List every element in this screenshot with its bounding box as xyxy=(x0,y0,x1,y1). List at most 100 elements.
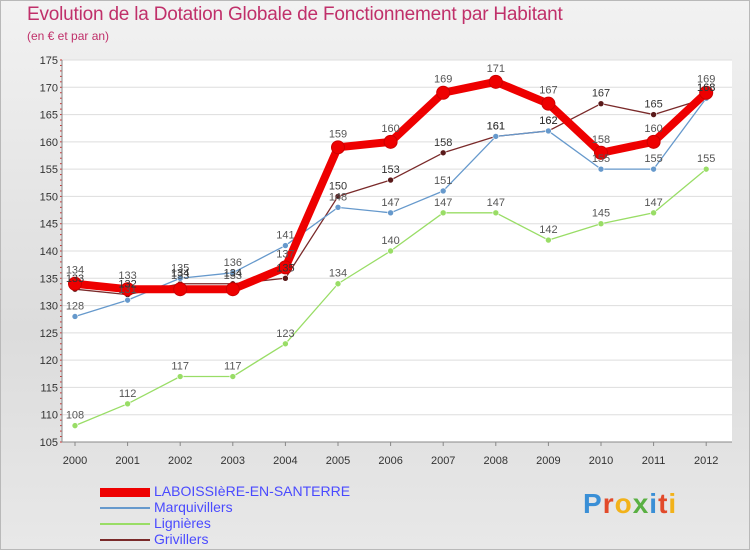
point-marquivillers-2005 xyxy=(334,204,342,211)
axes: 105 110 115 120 125 130 135 140 145 150 155 160 165 1… xyxy=(40,55,732,467)
data-label-marquivillers-2003: 136 xyxy=(224,257,242,269)
chart-subtitle: (en € et par an) xyxy=(27,29,110,43)
legend-label: LABOISSIèRE-EN-SANTERRE xyxy=(154,483,351,499)
data-label-marquivillers-2008: 161 xyxy=(487,120,505,132)
point-laboissi-re-en-santerre-2002 xyxy=(173,282,188,297)
point-laboissi-re-en-santerre-2007 xyxy=(436,85,451,100)
data-label-marquivillers-2005: 148 xyxy=(329,191,347,203)
point-marquivillers-2009 xyxy=(545,127,552,135)
point-laboissi-re-en-santerre-2009 xyxy=(541,96,556,111)
point-grivillers-2011 xyxy=(650,111,657,118)
point-laboissi-re-en-santerre-2004 xyxy=(278,260,293,275)
data-label-grivillers-2005: 150 xyxy=(329,180,347,192)
x-tick-label-2001: 2001 xyxy=(115,455,139,467)
data-label-laboissi-re-en-santerre-2007: 169 xyxy=(434,74,452,86)
point-marquivillers-2004 xyxy=(282,242,289,249)
data-label-ligni-res-2005: 134 xyxy=(329,268,347,280)
data-label-laboissi-re-en-santerre-2004: 137 xyxy=(276,248,294,260)
x-tick-label-2002: 2002 xyxy=(168,455,192,467)
proxiti-logo: Proxiti xyxy=(583,488,678,519)
data-label-laboissi-re-en-santerre-2009: 167 xyxy=(539,85,557,97)
y-tick-label-170: 170 xyxy=(40,82,58,94)
point-marquivillers-2002 xyxy=(176,274,184,282)
y-tick-label-165: 165 xyxy=(40,110,58,122)
data-label-grivillers-2004: 135 xyxy=(276,262,294,274)
data-label-grivillers-2012: 168 xyxy=(697,82,715,94)
data-label-marquivillers-2006: 147 xyxy=(381,197,399,209)
data-label-marquivillers-2010: 155 xyxy=(592,153,610,165)
x-tick-label-2009: 2009 xyxy=(536,455,560,467)
point-laboissi-re-en-santerre-2005 xyxy=(331,140,345,155)
data-label-marquivillers-2011: 155 xyxy=(644,153,662,165)
x-tick-label-2003: 2003 xyxy=(221,455,245,467)
data-label-grivillers-2007: 158 xyxy=(434,137,452,149)
point-grivillers-2005 xyxy=(334,193,342,200)
point-grivillers-2004 xyxy=(282,274,289,282)
point-marquivillers-2008 xyxy=(492,133,500,140)
legend-swatch xyxy=(100,539,150,541)
data-label-grivillers-2011: 165 xyxy=(644,99,662,111)
y-tick-label-105: 105 xyxy=(40,437,58,449)
data-label-grivillers-2001: 132 xyxy=(118,279,136,291)
data-label-laboissi-re-en-santerre-2012: 169 xyxy=(697,74,715,86)
point-ligni-res-2009 xyxy=(545,236,552,244)
y-tick-label-135: 135 xyxy=(40,273,58,285)
data-label-ligni-res-2008: 147 xyxy=(487,197,505,209)
point-grivillers-2007 xyxy=(439,149,447,157)
point-laboissi-re-en-santerre-2000 xyxy=(68,276,82,291)
data-label-laboissi-re-en-santerre-2000: 134 xyxy=(66,265,84,277)
point-ligni-res-2010 xyxy=(597,220,605,228)
point-ligni-res-2002 xyxy=(176,373,184,380)
data-label-ligni-res-2002: 117 xyxy=(171,361,189,373)
data-label-grivillers-2010: 167 xyxy=(592,88,610,100)
point-marquivillers-2011 xyxy=(650,165,657,173)
data-label-ligni-res-2006: 140 xyxy=(381,235,399,247)
y-tick-label-115: 115 xyxy=(40,382,58,394)
point-laboissi-re-en-santerre-2008 xyxy=(488,74,503,89)
data-label-ligni-res-2001: 112 xyxy=(119,388,137,400)
point-ligni-res-2007 xyxy=(439,209,447,217)
point-marquivillers-2010 xyxy=(597,165,605,173)
point-ligni-res-2003 xyxy=(229,373,237,380)
x-tick-label-2012: 2012 xyxy=(694,455,718,467)
point-grivillers-2010 xyxy=(597,100,605,107)
data-label-marquivillers-2004: 141 xyxy=(276,230,294,242)
data-label-grivillers-2000: 133 xyxy=(66,273,84,285)
point-ligni-res-2012 xyxy=(702,165,710,173)
x-tick-label-2010: 2010 xyxy=(589,455,613,467)
point-marquivillers-2007 xyxy=(439,187,447,195)
data-label-ligni-res-2012: 155 xyxy=(697,153,715,165)
legend-label: Marquivillers xyxy=(154,499,233,515)
legend-swatch xyxy=(100,487,150,497)
data-label-grivillers-2009: 162 xyxy=(539,115,557,127)
legend-label: Lignières xyxy=(154,515,211,531)
x-tick-label-2000: 2000 xyxy=(63,455,87,467)
data-label-ligni-res-2011: 147 xyxy=(644,197,662,209)
point-laboissi-re-en-santerre-2001 xyxy=(120,282,135,297)
data-label-laboissi-re-en-santerre-2008: 171 xyxy=(487,63,505,75)
point-marquivillers-2000 xyxy=(71,313,79,320)
point-laboissi-re-en-santerre-2010 xyxy=(594,145,608,160)
data-label-ligni-res-2010: 145 xyxy=(592,208,610,220)
data-label-laboissi-re-en-santerre-2011: 160 xyxy=(644,123,662,135)
data-label-marquivillers-2009: 162 xyxy=(539,115,557,127)
data-label-laboissi-re-en-santerre-2010: 158 xyxy=(592,134,610,146)
data-label-grivillers-2003: 134 xyxy=(224,268,242,280)
point-ligni-res-2005 xyxy=(334,280,342,288)
data-label-laboissi-re-en-santerre-2003: 133 xyxy=(224,270,242,282)
y-tick-label-155: 155 xyxy=(40,164,58,176)
data-label-marquivillers-2007: 151 xyxy=(434,175,452,187)
y-tick-label-130: 130 xyxy=(40,301,58,313)
point-ligni-res-2004 xyxy=(282,340,289,348)
data-label-marquivillers-2002: 135 xyxy=(171,262,189,274)
legend-label: Grivillers xyxy=(154,531,209,547)
series-group xyxy=(68,74,714,429)
point-ligni-res-2008 xyxy=(492,209,500,217)
data-label-ligni-res-2007: 147 xyxy=(434,197,452,209)
y-tick-label-110: 110 xyxy=(40,410,58,422)
point-grivillers-2006 xyxy=(387,176,394,184)
data-label-laboissi-re-en-santerre-2005: 159 xyxy=(329,128,347,140)
data-label-ligni-res-2009: 142 xyxy=(539,224,557,236)
